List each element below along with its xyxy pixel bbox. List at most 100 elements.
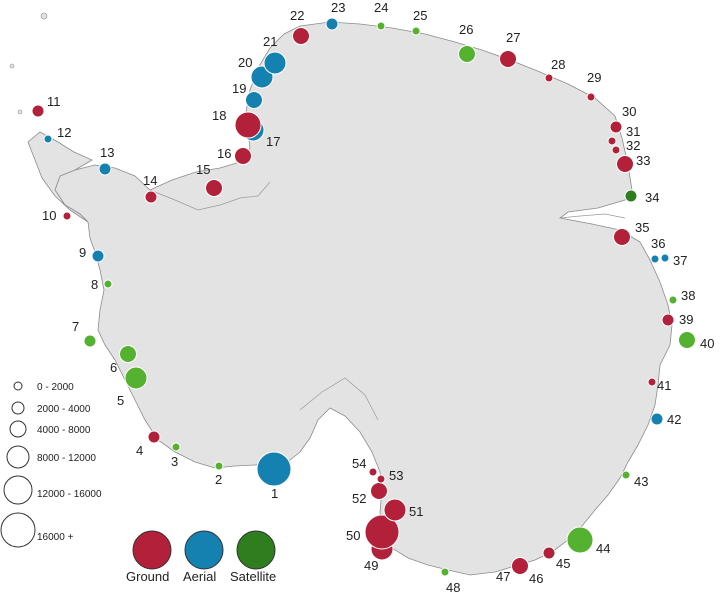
site-label-25: 25 — [413, 8, 427, 23]
site-label-45: 45 — [556, 556, 570, 571]
site-marker-18 — [234, 111, 262, 139]
site-label-52: 52 — [352, 491, 366, 506]
site-label-17: 17 — [266, 134, 280, 149]
site-label-9: 9 — [79, 245, 86, 260]
site-label-39: 39 — [679, 312, 693, 327]
site-label-11: 11 — [47, 94, 61, 109]
size-legend-label: 8000 - 12000 — [37, 453, 96, 464]
site-label-26: 26 — [459, 22, 473, 37]
site-label-37: 37 — [673, 253, 687, 268]
size-legend-label: 2000 - 4000 — [37, 404, 91, 415]
site-label-4: 4 — [136, 443, 143, 458]
site-label-32: 32 — [626, 138, 640, 153]
site-label-36: 36 — [651, 236, 665, 251]
site-label-43: 43 — [634, 474, 648, 489]
site-label-28: 28 — [551, 57, 565, 72]
site-marker-27 — [499, 50, 517, 68]
site-marker-14 — [144, 190, 158, 204]
site-marker-36 — [650, 254, 660, 264]
site-label-12: 12 — [57, 125, 71, 140]
site-marker-37 — [660, 253, 670, 263]
island — [17, 109, 23, 115]
size-legend-label: 0 - 2000 — [37, 382, 74, 393]
site-label-34: 34 — [645, 190, 659, 205]
site-label-22: 22 — [290, 8, 304, 23]
site-label-27: 27 — [506, 30, 520, 45]
site-label-14: 14 — [143, 173, 157, 188]
site-marker-52 — [370, 482, 388, 500]
site-marker-12 — [43, 134, 53, 144]
site-marker-34 — [624, 189, 638, 203]
site-label-42: 42 — [667, 412, 681, 427]
category-legend-aerial-label: Aerial — [183, 569, 216, 584]
size-legend-label: 16000 + — [37, 532, 74, 543]
category-legend-ground-swatch — [132, 530, 172, 570]
site-marker-40 — [678, 331, 696, 349]
site-marker-26 — [458, 45, 476, 63]
site-marker-7 — [83, 334, 97, 348]
site-marker-54 — [368, 467, 378, 477]
legend: 0 - 2000 2000 - 4000 4000 - 8000 8000 - 120… — [0, 381, 276, 584]
site-label-13: 13 — [100, 145, 114, 160]
site-marker-9 — [91, 249, 105, 263]
site-label-10: 10 — [42, 208, 56, 223]
site-marker-5 — [124, 366, 148, 390]
site-marker-50 — [364, 514, 400, 550]
site-label-16: 16 — [217, 146, 231, 161]
site-label-50: 50 — [346, 528, 360, 543]
site-marker-39 — [661, 313, 675, 327]
site-label-54: 54 — [352, 456, 366, 471]
site-marker-13 — [98, 162, 112, 176]
site-marker-31 — [607, 136, 617, 146]
site-marker-44 — [566, 526, 594, 554]
site-label-23: 23 — [331, 0, 345, 15]
site-marker-4 — [147, 430, 161, 444]
site-label-7: 7 — [72, 319, 79, 334]
site-marker-47 — [511, 557, 529, 575]
size-legend-label: 12000 - 16000 — [37, 489, 102, 500]
size-legend-circle — [0, 512, 36, 548]
site-label-35: 35 — [635, 220, 649, 235]
site-marker-51 — [383, 498, 407, 522]
size-legend-circle — [9, 420, 27, 438]
site-label-2: 2 — [215, 472, 222, 487]
category-legend-ground-label: Ground — [126, 569, 169, 584]
size-legend-circle — [13, 381, 23, 391]
site-marker-16 — [234, 147, 252, 165]
site-marker-2 — [214, 461, 224, 471]
site-label-53: 53 — [389, 468, 403, 483]
site-marker-30 — [609, 120, 623, 134]
site-label-30: 30 — [622, 104, 636, 119]
site-label-48: 48 — [446, 580, 460, 594]
site-marker-25 — [411, 26, 421, 36]
site-marker-48 — [440, 567, 450, 577]
site-label-5: 5 — [117, 393, 124, 408]
site-marker-35 — [613, 228, 631, 246]
site-label-21: 21 — [263, 34, 277, 49]
site-marker-6 — [119, 345, 137, 363]
site-marker-19 — [245, 91, 263, 109]
site-marker-10 — [62, 211, 72, 221]
site-marker-38 — [668, 295, 678, 305]
site-label-19: 19 — [232, 81, 246, 96]
island — [9, 63, 15, 69]
site-label-33: 33 — [636, 153, 650, 168]
size-legend-label: 4000 - 8000 — [37, 425, 91, 436]
site-marker-32 — [611, 145, 621, 155]
site-label-15: 15 — [196, 162, 210, 177]
site-label-8: 8 — [91, 277, 98, 292]
site-marker-24 — [376, 21, 386, 31]
site-marker-22 — [292, 27, 310, 45]
site-label-51: 51 — [409, 504, 423, 519]
size-legend-circle — [3, 475, 33, 505]
site-label-47: 47 — [496, 569, 510, 584]
category-legend-satellite-label: Satellite — [230, 569, 276, 584]
site-marker-8 — [103, 279, 113, 289]
site-marker-11 — [31, 104, 45, 118]
site-label-6: 6 — [110, 360, 117, 375]
site-marker-29 — [586, 92, 596, 102]
size-legend-circle — [6, 445, 30, 469]
site-label-1: 1 — [271, 486, 278, 501]
site-marker-1 — [256, 451, 292, 487]
